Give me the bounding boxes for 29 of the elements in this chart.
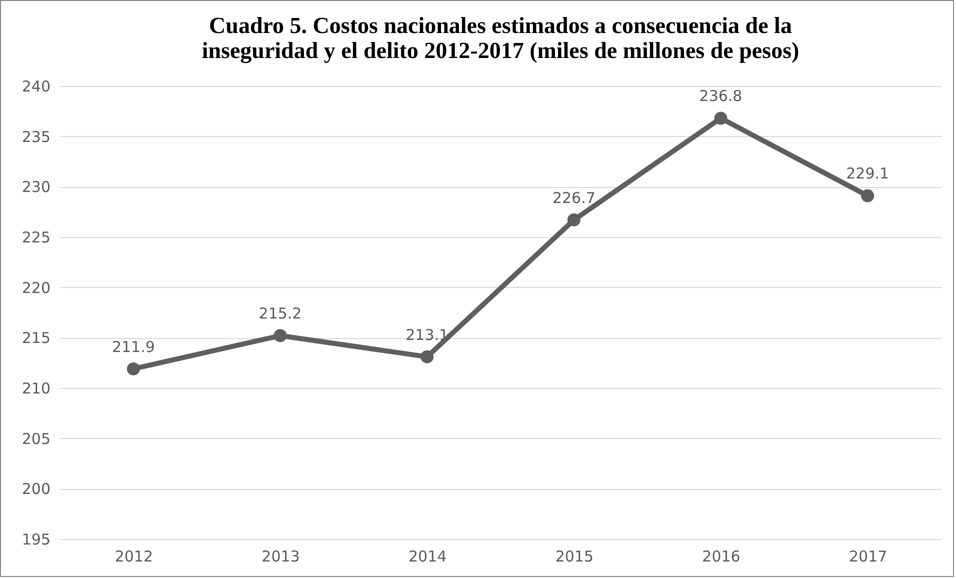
chart-title: Cuadro 5. Costos nacionales estimados a consecuencia de la inseguridad y el delito 2012-2017 (miles de millones de pesos) xyxy=(202,13,800,64)
y-tick-label: 230 xyxy=(22,178,50,196)
x-tick-label: 2014 xyxy=(408,548,447,566)
y-tick-label: 220 xyxy=(22,278,50,297)
data-label: 236.8 xyxy=(699,87,742,106)
y-tick-label: 210 xyxy=(22,380,50,398)
x-tick-label: 2013 xyxy=(262,548,300,566)
y-tick-label: 215 xyxy=(22,329,50,348)
y-tick-label: 205 xyxy=(22,430,50,448)
point xyxy=(567,213,580,226)
x-tick-label: 2017 xyxy=(848,548,888,566)
point xyxy=(714,112,728,125)
data-label: 229.1 xyxy=(846,164,890,183)
y-tick-label: 200 xyxy=(22,480,50,498)
y-tick-label: 240 xyxy=(22,78,50,96)
y-tick-label: 225 xyxy=(22,228,50,246)
y-tick-label: 235 xyxy=(22,128,50,146)
point xyxy=(420,350,434,364)
x-tick-label: 2015 xyxy=(555,548,594,566)
point xyxy=(126,362,140,376)
data-label: 226.7 xyxy=(552,188,596,207)
x-tick-label: 2016 xyxy=(702,548,740,566)
data-label: 215.2 xyxy=(258,304,302,323)
data-label: 211.9 xyxy=(112,338,155,356)
point xyxy=(274,329,287,342)
data-label: 213.1 xyxy=(406,326,449,344)
x-tick-label: 2012 xyxy=(114,548,154,566)
y-tick-label: 195 xyxy=(22,530,50,548)
point xyxy=(861,189,874,202)
